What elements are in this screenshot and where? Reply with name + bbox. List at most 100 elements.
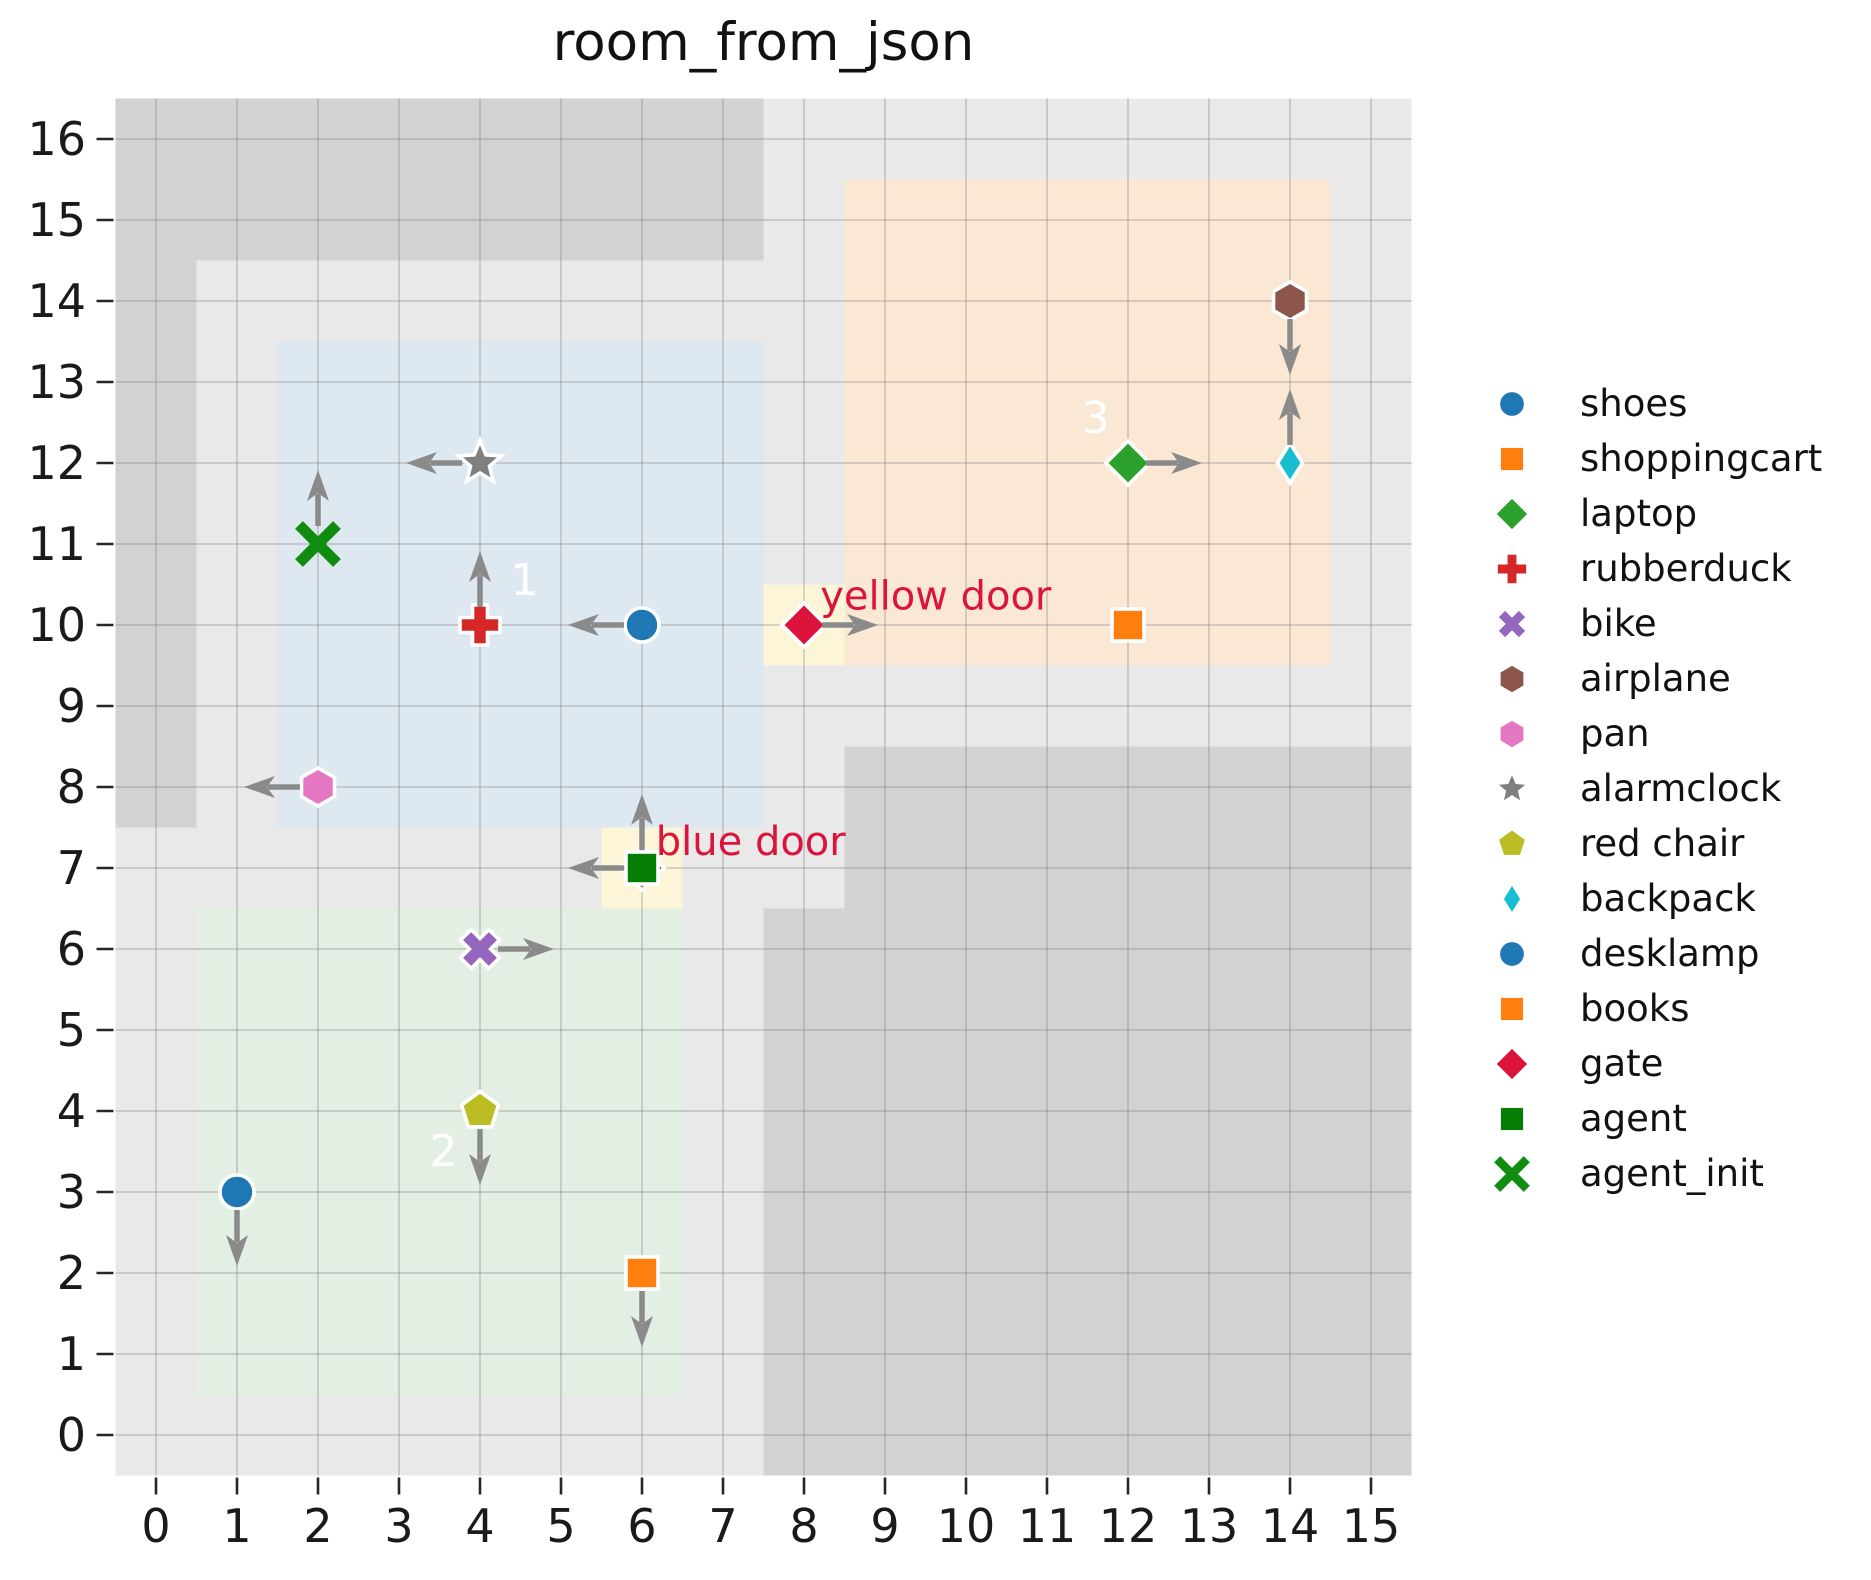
y-tick-label-2: 2	[56, 1246, 86, 1300]
marker-airplane	[1271, 279, 1309, 323]
legend-marker-agent-icon	[1468, 1093, 1556, 1145]
x-tick-label-10: 10	[936, 1499, 996, 1553]
marker-books	[624, 1255, 660, 1291]
legend-label: bike	[1580, 602, 1657, 645]
legend-item-books: books	[1468, 981, 1822, 1036]
wall-bottom-mid	[763, 908, 845, 1476]
door-label-blue-door: blue door	[656, 819, 847, 865]
x-tick-label-9: 9	[870, 1499, 900, 1553]
legend-label: airplane	[1580, 657, 1731, 700]
marker-bike	[458, 927, 502, 971]
legend-marker-pan-icon	[1468, 708, 1556, 760]
legend-item-shoes: shoes	[1468, 376, 1822, 431]
room-2-region	[196, 908, 683, 1395]
legend-label: alarmclock	[1580, 767, 1782, 810]
x-tick-label-5: 5	[546, 1499, 576, 1553]
legend-item-shoppingcart: shoppingcart	[1468, 431, 1822, 486]
legend-label: books	[1580, 987, 1690, 1030]
direction-arrow-left	[244, 776, 300, 798]
direction-arrow-right	[498, 938, 554, 960]
x-tick-label-8: 8	[789, 1499, 819, 1553]
legend-label: agent	[1580, 1097, 1687, 1140]
legend-marker-bike-icon	[1468, 598, 1556, 650]
marker-rubberduck	[458, 603, 502, 647]
legend-marker-airplane-icon	[1468, 653, 1556, 705]
x-tick-label-1: 1	[222, 1499, 252, 1553]
x-tick-label-6: 6	[627, 1499, 657, 1553]
y-tick-label-3: 3	[56, 1165, 86, 1219]
legend-label: red chair	[1580, 822, 1745, 865]
legend: shoes shoppingcart laptop rubberduck bike air…	[1468, 376, 1822, 1201]
direction-arrow-up	[1279, 389, 1301, 445]
legend-label: shoes	[1580, 382, 1688, 425]
legend-label: rubberduck	[1580, 547, 1792, 590]
y-tick-label-12: 12	[27, 436, 86, 490]
legend-item-airplane: airplane	[1468, 651, 1822, 706]
legend-marker-red-chair-icon	[1468, 818, 1556, 870]
legend-label: agent_init	[1580, 1152, 1764, 1195]
legend-label: laptop	[1580, 492, 1698, 535]
direction-arrow-left	[568, 614, 624, 636]
room-label-3: 3	[1082, 393, 1110, 444]
legend-marker-alarmclock-icon	[1468, 763, 1556, 815]
grid	[115, 98, 1412, 1476]
x-tick-label-15: 15	[1341, 1499, 1401, 1553]
legend-item-laptop: laptop	[1468, 486, 1822, 541]
y-tick-label-14: 14	[27, 274, 86, 328]
y-tick-label-4: 4	[56, 1084, 86, 1138]
x-tick-label-12: 12	[1098, 1499, 1158, 1553]
legend-marker-desklamp-icon	[1468, 928, 1556, 980]
x-tick-label-14: 14	[1260, 1499, 1320, 1553]
wall-left-column	[115, 260, 197, 828]
y-tick-label-7: 7	[56, 841, 86, 895]
direction-arrow-down	[226, 1210, 248, 1266]
direction-arrow-left	[406, 452, 462, 474]
legend-item-rubberduck: rubberduck	[1468, 541, 1822, 596]
direction-arrow-down	[631, 1291, 653, 1347]
y-tick-label-5: 5	[56, 1003, 86, 1057]
legend-item-backpack: backpack	[1468, 871, 1822, 926]
direction-arrow-left	[568, 857, 624, 879]
chart-title: room_from_json	[552, 12, 975, 73]
legend-marker-shoppingcart-icon	[1468, 433, 1556, 485]
y-tick-label-9: 9	[56, 679, 86, 733]
direction-arrow-up	[631, 794, 653, 850]
legend-marker-shoes-icon	[1468, 378, 1556, 430]
room-1-region	[277, 341, 764, 828]
x-tick-label-4: 4	[465, 1499, 495, 1553]
legend-item-red-chair: red chair	[1468, 816, 1822, 871]
marker-agent_init	[295, 521, 341, 567]
wall-bottom-right	[844, 746, 1412, 1476]
marker-pan	[299, 765, 337, 809]
y-tick-label-13: 13	[27, 355, 86, 409]
y-tick-label-15: 15	[27, 193, 86, 247]
legend-marker-agent_init-icon	[1468, 1148, 1556, 1200]
marker-desklamp	[218, 1173, 256, 1211]
direction-arrow-down	[1279, 319, 1301, 375]
x-tick-label-3: 3	[384, 1499, 414, 1553]
room-label-1: 1	[511, 555, 539, 606]
legend-marker-backpack-icon	[1468, 873, 1556, 925]
y-tick-label-6: 6	[56, 922, 86, 976]
legend-label: backpack	[1580, 877, 1756, 920]
x-tick-label-11: 11	[1017, 1499, 1077, 1553]
legend-marker-gate-icon	[1468, 1038, 1556, 1090]
legend-item-agent: agent	[1468, 1091, 1822, 1146]
x-tick-label-0: 0	[141, 1499, 171, 1553]
marker-alarmclock	[454, 435, 506, 486]
marker-shoes	[623, 606, 661, 644]
y-tick-label-10: 10	[27, 598, 86, 652]
wall-top-left	[115, 98, 764, 261]
marker-laptop	[1103, 438, 1153, 488]
x-tick-label-7: 7	[708, 1499, 738, 1553]
legend-marker-rubberduck-icon	[1468, 543, 1556, 595]
legend-marker-laptop-icon	[1468, 488, 1556, 540]
y-tick-label-8: 8	[56, 760, 86, 814]
direction-arrow-up	[469, 551, 491, 607]
y-tick-label-0: 0	[56, 1408, 86, 1462]
legend-item-alarmclock: alarmclock	[1468, 761, 1822, 816]
direction-arrow-right	[822, 614, 878, 636]
door-label-yellow-door: yellow door	[820, 574, 1052, 620]
